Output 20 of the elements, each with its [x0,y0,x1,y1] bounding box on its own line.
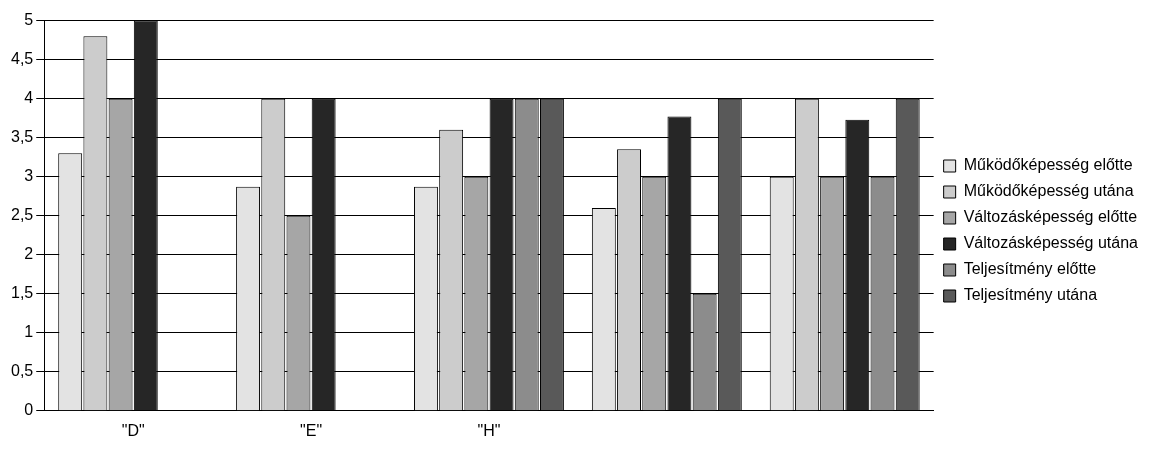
y-tick-label: 0,5 [10,362,34,380]
y-tick-label: 3 [24,167,34,185]
y-tick-label: 5 [24,11,34,29]
legend-label: Változásképesség utána [963,234,1139,252]
y-tick-label: 2 [24,245,34,263]
x-tick-label: "D" [121,421,145,439]
legend-label: Változásképesség előtte [963,208,1138,226]
y-tick-label: 1,5 [10,284,34,302]
y-tick-label: 4,5 [10,50,34,68]
legend-label: Teljesítmény előtte [963,260,1097,278]
y-tick-label: 2,5 [10,206,34,224]
legend-label: Működőképesség előtte [963,156,1133,174]
y-tick-label: 3,5 [10,128,34,146]
y-tick-label: 0 [24,401,34,419]
legend-label: Teljesítmény utána [963,286,1098,304]
x-tick-label: "H" [477,421,501,439]
legend-label: Működőképesség utána [963,182,1134,200]
y-tick-label: 1 [24,323,34,341]
y-tick-label: 4 [24,89,34,107]
x-tick-label: "E" [300,421,323,439]
